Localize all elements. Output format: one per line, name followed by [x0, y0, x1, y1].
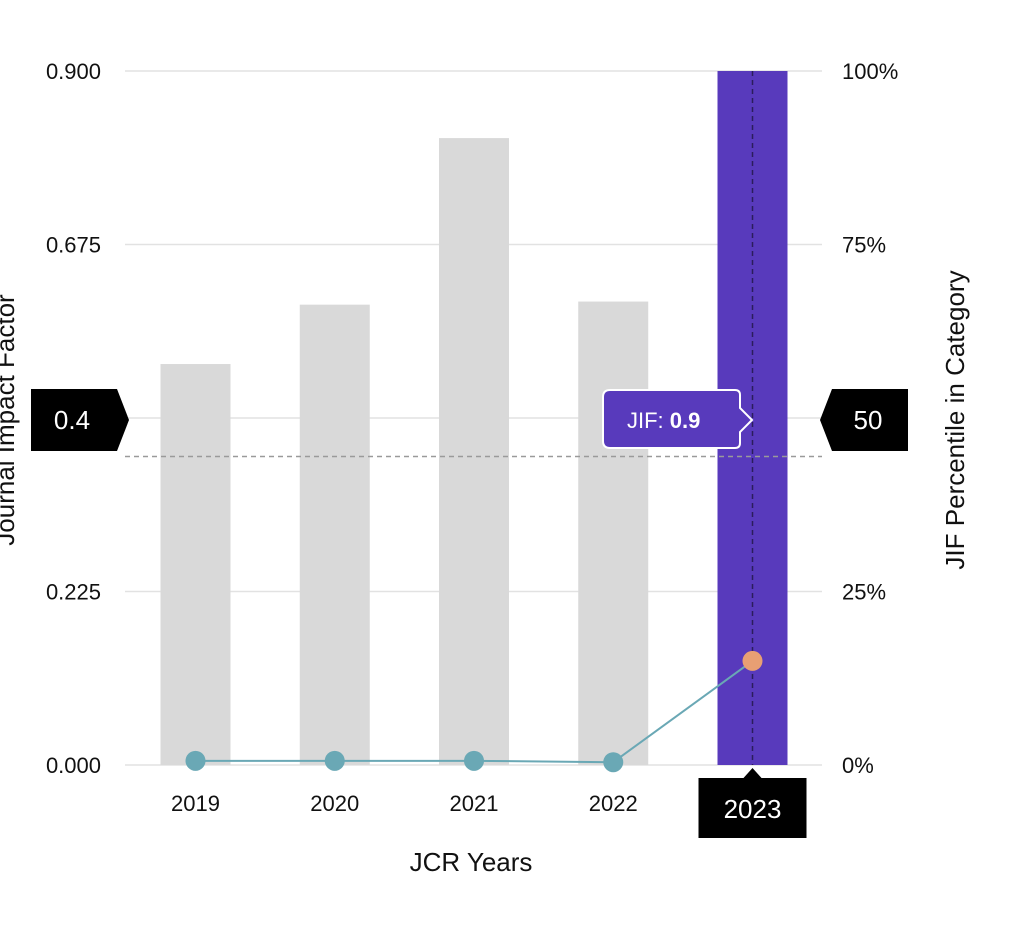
y2-tick-label: 75% — [842, 233, 886, 258]
y2-axis-title: JIF Percentile in Category — [940, 270, 970, 569]
bar-2019 — [160, 364, 231, 765]
x-tick-label[interactable]: 2020 — [310, 791, 359, 816]
left-axis-ticks: 0.000 0.225 0.675 0.900 — [46, 59, 101, 778]
tooltip-value: 0.9 — [670, 408, 701, 433]
y2-tick-label: 25% — [842, 580, 886, 605]
right-reference-marker: 50 — [820, 389, 908, 451]
y-tick-label: 0.900 — [46, 59, 101, 84]
percentile-point-2022 — [603, 752, 624, 773]
reference-line-layer — [125, 71, 822, 765]
jif-tooltip: JIF: 0.9 — [602, 389, 754, 449]
y-axis-title: Journal Impact Factor — [0, 294, 20, 546]
x-tick-label[interactable]: 2021 — [450, 791, 499, 816]
svg-text:JIF: 0.9: JIF: 0.9 — [627, 408, 700, 433]
percentile-point-2021 — [464, 750, 484, 771]
percentile-point-2019 — [185, 750, 206, 771]
y2-tick-label: 0% — [842, 753, 874, 778]
percentile-line-layer — [185, 650, 763, 773]
right-reference-label: 50 — [854, 405, 883, 435]
bar-2021 — [439, 138, 509, 765]
right-axis-ticks: 0% 25% 75% 100% — [842, 59, 898, 778]
bar-2020 — [299, 304, 370, 765]
percentile-point-2023 — [742, 650, 763, 671]
y-tick-label: 0.225 — [46, 580, 101, 605]
y2-tick-label: 100% — [842, 59, 898, 84]
percentile-point-2020 — [324, 750, 345, 771]
x-tick-label[interactable]: 2019 — [171, 791, 220, 816]
tooltip-label: JIF: — [627, 408, 670, 433]
y-tick-label: 0.675 — [46, 233, 101, 258]
x-tick-label: 2023 — [724, 794, 782, 824]
x-tick-highlight[interactable]: 2023 — [698, 768, 807, 838]
y-tick-label: 0.000 — [46, 753, 101, 778]
bar-2022 — [578, 301, 649, 765]
x-axis-ticks[interactable]: 2019 2020 2021 2022 2023 — [171, 768, 807, 838]
left-reference-marker: 0.4 — [31, 389, 129, 451]
x-tick-highlight-box — [698, 768, 807, 838]
x-axis-title: JCR Years — [410, 847, 533, 877]
x-tick-label[interactable]: 2022 — [589, 791, 638, 816]
left-reference-label: 0.4 — [54, 405, 90, 435]
